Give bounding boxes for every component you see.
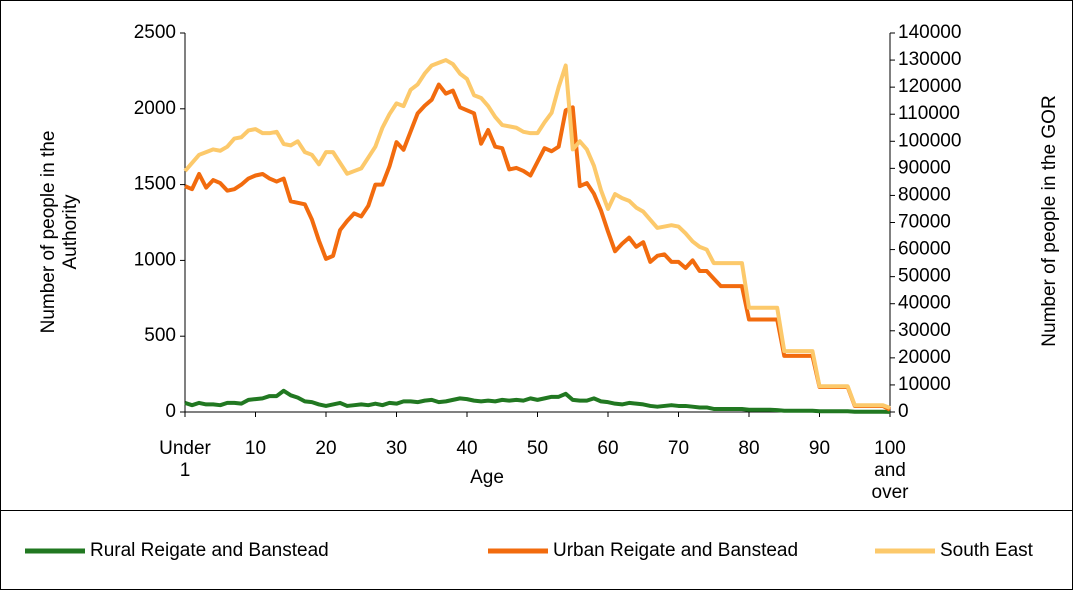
y2-tick-label: 140000 bbox=[898, 22, 961, 43]
y2-tick-label: 0 bbox=[898, 401, 909, 422]
x-tick-label: 70 bbox=[667, 438, 690, 459]
y2-tick-label: 50000 bbox=[898, 266, 951, 287]
legend-label: South East bbox=[940, 540, 1034, 561]
y2-tick-label: 80000 bbox=[898, 184, 951, 205]
y-tick-label: 0 bbox=[165, 401, 176, 422]
y2-tick-label: 70000 bbox=[898, 212, 951, 233]
y-tick-label: 500 bbox=[144, 325, 176, 346]
y2-tick-label: 130000 bbox=[898, 49, 961, 70]
x-tick-label: 50 bbox=[526, 438, 549, 459]
series-line bbox=[184, 82, 891, 412]
y2-tick-label: 90000 bbox=[898, 157, 951, 178]
y2-tick-label: 110000 bbox=[898, 103, 960, 124]
x-tick-label: 10 bbox=[244, 438, 267, 459]
x-tick-label: 80 bbox=[738, 438, 760, 459]
y-tick-label: 2500 bbox=[134, 22, 176, 43]
x-tick-label: 60 bbox=[597, 438, 619, 459]
y2-tick-label: 20000 bbox=[898, 347, 951, 368]
legend-label: Rural Reigate and Banstead bbox=[90, 540, 329, 561]
series-line bbox=[183, 58, 891, 410]
x-tick-label: 100 and over bbox=[871, 438, 909, 503]
y2-tick-label: 120000 bbox=[898, 76, 961, 97]
y-tick-label: 2000 bbox=[134, 98, 176, 119]
y2-tick-label: 30000 bbox=[898, 320, 951, 341]
y2-tick-label: 10000 bbox=[898, 374, 951, 395]
y2-tick-label: 100000 bbox=[898, 130, 961, 151]
x-tick-label: 90 bbox=[808, 438, 831, 459]
x-tick-label: 40 bbox=[456, 438, 478, 459]
series-line bbox=[184, 388, 891, 414]
y2-tick-label: 60000 bbox=[898, 239, 951, 260]
y-tick-label: 1500 bbox=[134, 174, 176, 195]
y2-axis-title: Number of people in the GOR bbox=[1039, 95, 1060, 347]
x-tick-label: Under 1 bbox=[159, 438, 211, 481]
x-tick-label: 30 bbox=[385, 438, 408, 459]
y-axis-title: Number of people in the Authority bbox=[38, 130, 81, 334]
y2-tick-label: 40000 bbox=[898, 293, 951, 314]
x-axis-title: Age bbox=[470, 467, 504, 488]
legend-label: Urban Reigate and Banstead bbox=[553, 540, 798, 561]
x-tick-label: 20 bbox=[315, 438, 337, 459]
y-tick-label: 1000 bbox=[134, 249, 176, 270]
